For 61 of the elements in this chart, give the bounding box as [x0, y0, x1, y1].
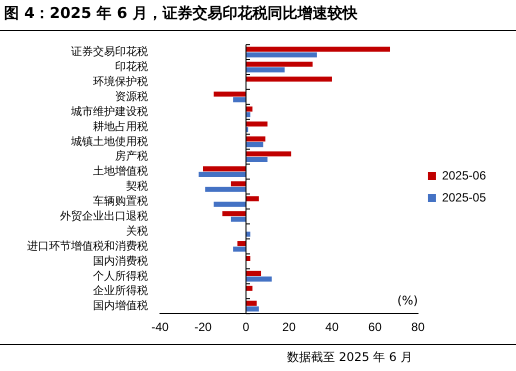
x-tick-label: -20: [194, 320, 212, 334]
bar: [246, 286, 252, 291]
y-tick-label: 车辆购置税: [93, 194, 148, 208]
bar: [246, 276, 272, 282]
x-tick-label: 20: [282, 320, 296, 334]
bar: [246, 142, 264, 148]
x-tick-label: 0: [242, 320, 250, 334]
annotation: (%): [397, 294, 418, 308]
y-tick-label: 国内消费税: [93, 254, 148, 268]
bar: [246, 136, 266, 142]
bar: [246, 106, 252, 112]
y-tick-label: 企业所得税: [93, 284, 148, 298]
bar: [246, 62, 313, 67]
y-tick-label: 契税: [126, 180, 148, 193]
bar: [237, 241, 246, 246]
bar: [246, 67, 285, 72]
bar: [246, 270, 262, 276]
bar: [246, 300, 257, 306]
y-tick-label: 房产税: [115, 150, 148, 163]
bar: [205, 186, 246, 192]
bar: [246, 52, 317, 58]
bar: [246, 306, 259, 312]
x-tick-label: 60: [368, 320, 382, 334]
bar: [222, 211, 246, 216]
bar: [246, 112, 250, 118]
bar: [214, 92, 246, 97]
bar: [198, 172, 246, 177]
y-tick-label: 城镇土地使用税: [70, 134, 148, 148]
y-tick-label: 土地增值税: [93, 164, 148, 178]
x-tick-label: 40: [325, 320, 339, 334]
text: 数据截至 2025 年 6 月: [287, 349, 412, 366]
bar: [246, 76, 332, 82]
bar: [246, 121, 268, 127]
y-tick-label: 国内增值税: [93, 299, 148, 312]
y-tick-label: 耕地占用税: [93, 120, 148, 133]
y-tick-label: 证券交易印花税: [71, 45, 148, 58]
bar: [246, 156, 268, 162]
bar: [246, 232, 250, 237]
y-tick-label: 进口环节增值税和消费税: [27, 239, 148, 252]
bar: [233, 97, 246, 102]
legend-label: 2025-06: [442, 168, 486, 182]
y-tick-label: 印花税: [115, 60, 148, 74]
bar: [233, 246, 246, 252]
bar: [202, 166, 246, 172]
bar: [246, 46, 390, 52]
y-tick-label: 资源税: [115, 90, 148, 103]
bar: [246, 196, 259, 202]
y-tick-label: 外贸企业出口退税: [60, 209, 148, 222]
x-tick-label: -40: [151, 320, 169, 334]
y-tick-label: 城市维护建设税: [70, 104, 148, 118]
bar: [214, 202, 246, 207]
chart-title: 图 4：2025 年 6 月，证券交易印花税同比增速较快: [4, 4, 358, 23]
bar: [230, 181, 246, 186]
y-tick-label: 个人所得税: [93, 269, 148, 282]
y-tick-label: 环境保护税: [93, 74, 148, 88]
bar: [246, 256, 250, 262]
legend-label: 2025-05: [442, 190, 486, 204]
y-tick-label: 关税: [126, 224, 148, 238]
bar: [230, 216, 246, 222]
x-tick-label: 80: [411, 320, 425, 334]
bar: [246, 151, 292, 156]
